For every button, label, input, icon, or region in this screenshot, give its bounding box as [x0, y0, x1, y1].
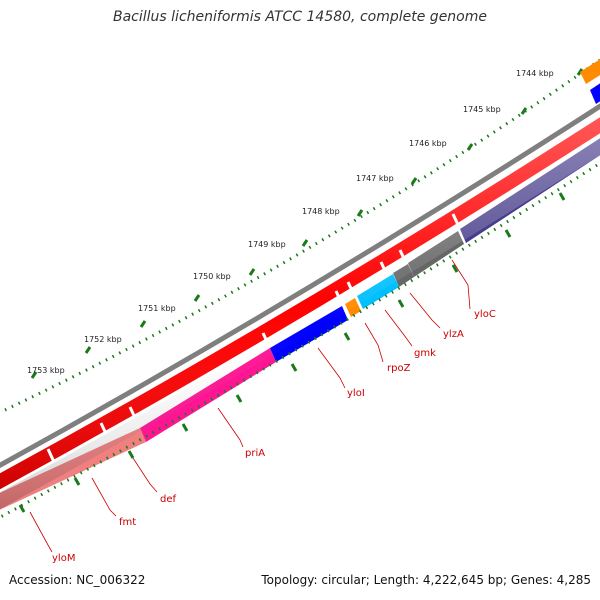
scale-label: 1750 kbp	[193, 272, 231, 281]
scale-label: 1748 kbp	[302, 207, 340, 216]
scale-label: 1744 kbp	[516, 69, 554, 78]
gene-label-priA: priA	[245, 448, 265, 459]
gene-label-leaders	[29, 259, 471, 553]
gene-label-yloM: yloM	[52, 553, 75, 564]
scale-label: 1746 kbp	[409, 139, 447, 148]
backbone-ring	[0, 103, 600, 469]
scale-label: 1747 kbp	[356, 174, 394, 183]
scale-tick	[139, 320, 147, 328]
scale-tick	[30, 371, 38, 379]
scale-tick	[410, 177, 418, 185]
scale-label: 1752 kbp	[84, 335, 122, 344]
gene-label-fmt: fmt	[119, 517, 136, 528]
scale-tick	[84, 346, 92, 354]
scale-tick	[248, 268, 256, 276]
map-title: Bacillus licheniformis ATCC 14580, compl…	[113, 9, 487, 25]
scale-tick	[356, 209, 364, 217]
gene-feature	[580, 59, 600, 84]
accession-text: Accession: NC_006322	[9, 573, 146, 587]
scale-tick	[301, 239, 309, 247]
gene-feature	[590, 83, 600, 104]
scale-label: 1753 kbp	[27, 366, 65, 375]
genome-summary-text: Topology: circular; Length: 4,222,645 bp…	[261, 573, 591, 587]
gene-label-ylzA: ylzA	[443, 329, 464, 340]
forward-strand-genes	[0, 117, 600, 490]
scale-label: 1751 kbp	[138, 304, 176, 313]
scale-tick	[520, 107, 528, 115]
gene-labels: yloC ylzA gmk rpoZ yloI priA def fmt ylo…	[52, 309, 496, 564]
outer-tick-ring	[4, 58, 600, 412]
gene-label-yloC: yloC	[474, 309, 496, 320]
gene-label-gmk: gmk	[414, 348, 436, 359]
scale-tick	[193, 294, 201, 302]
gene-label-yloI: yloI	[347, 388, 365, 399]
scale-label: 1749 kbp	[248, 240, 286, 249]
scale-label: 1745 kbp	[463, 105, 501, 114]
gene-label-rpoZ: rpoZ	[387, 363, 411, 374]
gene-label-def: def	[160, 494, 177, 505]
scale-labels: 1744 kbp 1745 kbp 1746 kbp 1747 kbp 1748…	[27, 69, 554, 375]
reverse-strand-genes	[0, 59, 600, 510]
inner-tick-ring	[0, 161, 600, 519]
scale-tick	[466, 143, 474, 151]
